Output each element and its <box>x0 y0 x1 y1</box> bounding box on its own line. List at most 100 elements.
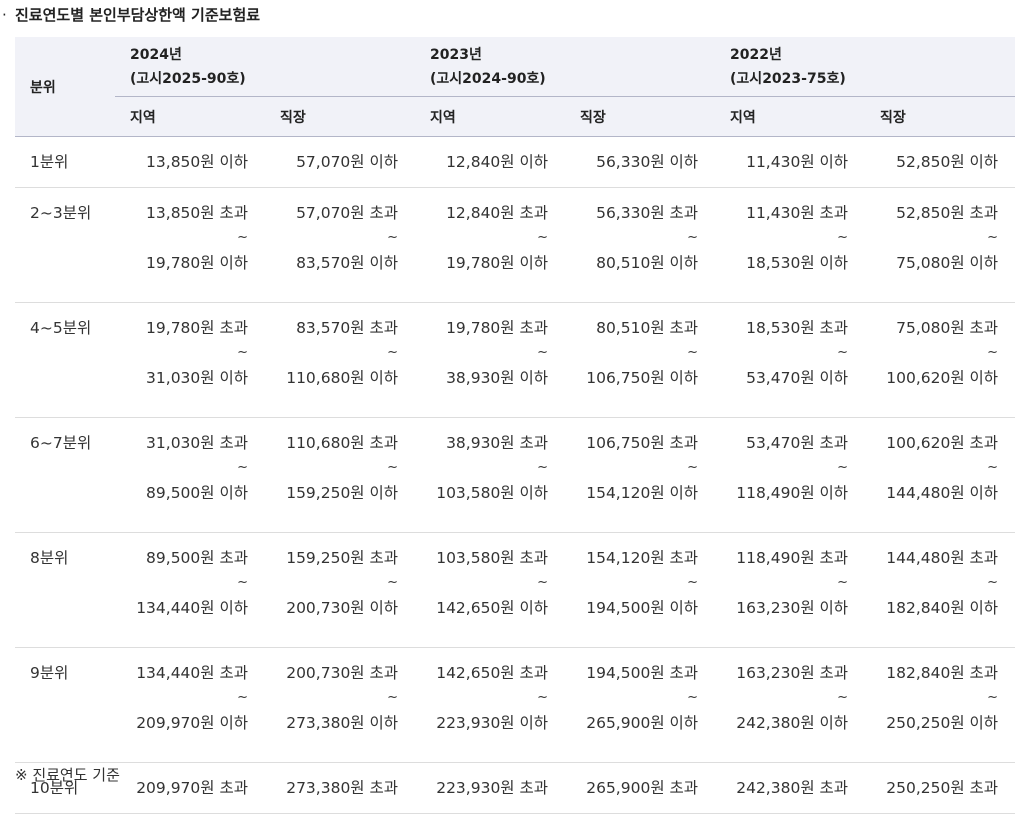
sub-header-workplace: 직장 <box>265 96 416 137</box>
footnote: ※ 진료연도 기준 <box>15 766 120 784</box>
range-tilde: ~ <box>837 230 849 245</box>
range-cell: 13,850원 초과 ~19,780원 이하 <box>115 187 265 303</box>
table-row: 1분위 13,850원 이하 57,070원 이하 12,840원 이하 56,330원… <box>15 136 1016 188</box>
range-to: 273,380원 이하 <box>286 714 399 732</box>
quintile-cell: 9분위 <box>15 647 115 763</box>
range-to: 265,900원 이하 <box>586 714 699 732</box>
sub-header-regional: 지역 <box>115 96 265 137</box>
range-tilde: ~ <box>987 575 999 590</box>
range-tilde: ~ <box>387 345 399 360</box>
notice-label: (고시2025-90호) <box>130 70 246 87</box>
quintile-header: 분위 <box>15 37 115 137</box>
value-cell: 273,380원 초과 <box>265 762 416 814</box>
range-from: 163,230원 초과 <box>736 664 849 682</box>
value-cell: 52,850원 이하 <box>865 136 1016 188</box>
table-row: 9분위 134,440원 초과 ~209,970원 이하 200,730원 초과 ~27… <box>15 647 1016 763</box>
range-from: 110,680원 초과 <box>286 434 399 452</box>
range-to: 194,500원 이하 <box>586 599 699 617</box>
range-to: 118,490원 이하 <box>736 484 849 502</box>
range-to: 134,440원 이하 <box>136 599 248 617</box>
range-tilde: ~ <box>687 345 699 360</box>
range-to: 89,500원 이하 <box>146 484 248 502</box>
year-header-2023: 2023년 (고시2024-90호) <box>415 37 716 97</box>
range-from: 106,750원 초과 <box>586 434 699 452</box>
range-from: 159,250원 초과 <box>286 549 399 567</box>
value-cell: 250,250원 초과 <box>865 762 1016 814</box>
header-row-years: 분위 2024년 (고시2025-90호) 2023년 (고시2024-90호)… <box>15 37 1016 137</box>
range-tilde: ~ <box>537 460 549 475</box>
range-tilde: ~ <box>687 690 699 705</box>
range-tilde: ~ <box>537 690 549 705</box>
range-from: 154,120원 초과 <box>586 549 699 567</box>
range-to: 200,730원 이하 <box>286 599 399 617</box>
range-to: 106,750원 이하 <box>586 369 699 387</box>
range-to: 250,250원 이하 <box>886 714 999 732</box>
range-cell: 182,840원 초과 ~250,250원 이하 <box>865 647 1016 763</box>
range-cell: 38,930원 초과 ~103,580원 이하 <box>415 417 566 533</box>
header-row-sub: 지역 직장 지역 직장 지역 직장 <box>15 96 1016 137</box>
range-cell: 194,500원 초과 ~265,900원 이하 <box>565 647 716 763</box>
range-from: 75,080원 초과 <box>896 319 999 337</box>
quintile-cell: 4~5분위 <box>15 302 115 418</box>
range-from: 200,730원 초과 <box>286 664 399 682</box>
notice-label: (고시2024-90호) <box>430 70 546 87</box>
range-from: 80,510원 초과 <box>596 319 699 337</box>
notice-label: (고시2023-75호) <box>730 70 846 87</box>
range-from: 182,840원 초과 <box>886 664 999 682</box>
value-cell: 223,930원 초과 <box>415 762 566 814</box>
value-cell: 242,380원 초과 <box>715 762 866 814</box>
range-from: 19,780원 초과 <box>146 319 248 337</box>
sub-header-regional: 지역 <box>715 96 866 137</box>
range-from: 18,530원 초과 <box>746 319 849 337</box>
range-to: 19,780원 이하 <box>446 254 549 272</box>
range-cell: 163,230원 초과 ~242,380원 이하 <box>715 647 866 763</box>
range-tilde: ~ <box>987 345 999 360</box>
value-cell: 12,840원 이하 <box>415 136 566 188</box>
range-cell: 144,480원 초과 ~182,840원 이하 <box>865 532 1016 648</box>
range-from: 134,440원 초과 <box>136 664 248 682</box>
range-to: 75,080원 이하 <box>896 254 999 272</box>
range-to: 103,580원 이하 <box>436 484 549 502</box>
range-from: 57,070원 초과 <box>296 204 399 222</box>
range-cell: 80,510원 초과 ~106,750원 이하 <box>565 302 716 418</box>
range-cell: 19,780원 초과 ~31,030원 이하 <box>115 302 265 418</box>
range-tilde: ~ <box>237 690 248 705</box>
range-from: 103,580원 초과 <box>436 549 549 567</box>
year-label: 2023년 <box>430 46 482 63</box>
value-cell: 56,330원 이하 <box>565 136 716 188</box>
range-tilde: ~ <box>987 690 999 705</box>
range-to: 154,120원 이하 <box>586 484 699 502</box>
range-cell: 83,570원 초과 ~110,680원 이하 <box>265 302 416 418</box>
sub-header-regional: 지역 <box>415 96 566 137</box>
range-cell: 142,650원 초과 ~223,930원 이하 <box>415 647 566 763</box>
range-to: 18,530원 이하 <box>746 254 849 272</box>
range-cell: 11,430원 초과 ~18,530원 이하 <box>715 187 866 303</box>
range-tilde: ~ <box>987 230 999 245</box>
range-tilde: ~ <box>837 690 849 705</box>
range-cell: 12,840원 초과 ~19,780원 이하 <box>415 187 566 303</box>
range-to: 242,380원 이하 <box>736 714 849 732</box>
range-tilde: ~ <box>237 575 248 590</box>
heading-bullet: · <box>2 6 7 24</box>
range-tilde: ~ <box>687 460 699 475</box>
value-cell: 209,970원 초과 <box>115 762 265 814</box>
range-cell: 200,730원 초과 ~273,380원 이하 <box>265 647 416 763</box>
quintile-cell: 2~3분위 <box>15 187 115 303</box>
range-cell: 75,080원 초과 ~100,620원 이하 <box>865 302 1016 418</box>
range-cell: 19,780원 초과 ~38,930원 이하 <box>415 302 566 418</box>
range-to: 110,680원 이하 <box>286 369 399 387</box>
range-to: 100,620원 이하 <box>886 369 999 387</box>
range-to: 80,510원 이하 <box>596 254 699 272</box>
range-cell: 159,250원 초과 ~200,730원 이하 <box>265 532 416 648</box>
table-body: 1분위 13,850원 이하 57,070원 이하 12,840원 이하 56,330원… <box>15 136 1016 814</box>
year-header-2022: 2022년 (고시2023-75호) <box>715 37 1016 97</box>
range-to: 19,780원 이하 <box>146 254 248 272</box>
range-tilde: ~ <box>837 460 849 475</box>
value-cell: 57,070원 이하 <box>265 136 416 188</box>
range-cell: 31,030원 초과 ~89,500원 이하 <box>115 417 265 533</box>
year-label: 2022년 <box>730 46 782 63</box>
table-row: 2~3분위 13,850원 초과 ~19,780원 이하 57,070원 초과 ~83,… <box>15 187 1016 303</box>
range-to: 31,030원 이하 <box>146 369 248 387</box>
range-from: 83,570원 초과 <box>296 319 399 337</box>
quintile-cell: 1분위 <box>15 136 115 188</box>
